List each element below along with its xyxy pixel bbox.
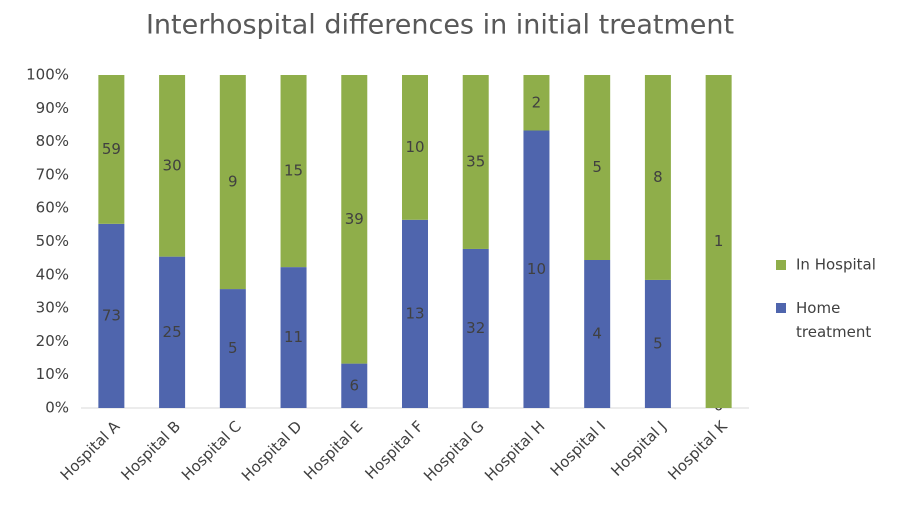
bar-segment: [523, 130, 550, 408]
bar-segment: [280, 267, 307, 408]
bar-segment: [402, 75, 428, 220]
data-label: 2: [532, 93, 542, 111]
x-tick-label: Hospital K: [664, 416, 731, 483]
y-tick-label: 0%: [45, 399, 69, 417]
bar-segment: [159, 75, 186, 257]
data-label: 9: [228, 173, 238, 191]
legend-label: Home treatment: [796, 299, 871, 341]
bar-segment: [705, 75, 732, 408]
data-label: 6: [349, 376, 359, 394]
data-label: 4: [592, 325, 602, 343]
x-tick-label: Hospital A: [57, 417, 124, 484]
data-label: 39: [345, 210, 364, 228]
legend-swatch: [776, 303, 786, 313]
bar-segment: [280, 75, 307, 268]
data-label: 59: [102, 140, 121, 158]
bar-segment: [462, 248, 489, 408]
bar-segment: [584, 75, 611, 260]
y-tick-label: 40%: [36, 265, 69, 283]
y-tick-label: 90%: [36, 99, 69, 117]
y-tick-label: 70%: [36, 165, 69, 183]
data-label: 73: [102, 306, 121, 324]
data-label: 15: [284, 162, 303, 180]
data-label: 5: [592, 158, 602, 176]
data-label: 13: [405, 304, 424, 322]
bar-segment: [219, 289, 246, 408]
bar-segment: [98, 223, 125, 408]
legend-swatch: [776, 260, 786, 270]
x-tick-label: Hospital I: [547, 417, 610, 480]
x-tick-label: Hospital E: [300, 417, 366, 483]
bar-segment: [341, 363, 368, 408]
data-label: 11: [284, 328, 303, 346]
x-tick-label: Hospital F: [362, 417, 427, 482]
bar-segment: [341, 75, 368, 364]
bar-segment: [644, 75, 671, 280]
y-tick-label: 60%: [36, 199, 69, 217]
bar-segment: [98, 75, 125, 224]
y-tick-label: 50%: [36, 232, 69, 250]
legend-label: In Hospital: [796, 256, 876, 274]
x-tick-label: Hospital G: [420, 417, 488, 485]
y-tick-label: 100%: [26, 66, 69, 84]
bar-segment: [219, 75, 246, 290]
data-label: 5: [228, 339, 238, 357]
data-label: 5: [653, 334, 663, 352]
data-label: 10: [527, 260, 546, 278]
x-tick-label: Hospital H: [481, 417, 548, 484]
y-tick-label: 80%: [36, 132, 69, 150]
x-tick-label: Hospital J: [607, 417, 670, 480]
x-tick-label: Hospital C: [178, 417, 245, 484]
bar-segment: [402, 219, 428, 408]
y-tick-label: 20%: [36, 332, 69, 350]
bar-segment: [584, 260, 611, 408]
bar-segment: [644, 279, 671, 408]
data-label: 25: [163, 323, 182, 341]
bar-segment: [159, 256, 186, 408]
bar-segment: [523, 75, 550, 131]
data-label: 32: [466, 319, 485, 337]
data-label: 10: [405, 138, 424, 156]
x-tick-label: Hospital B: [117, 417, 184, 484]
data-label: 1: [714, 232, 724, 250]
y-tick-label: 10%: [36, 365, 69, 383]
bar-segment: [462, 75, 489, 249]
data-label: 35: [466, 152, 485, 170]
data-label: 30: [163, 156, 182, 174]
y-tick-label: 30%: [36, 299, 69, 317]
x-tick-label: Hospital D: [238, 417, 306, 485]
data-label: 8: [653, 168, 663, 186]
chart-title: Interhospital differences in initial tre…: [146, 10, 734, 41]
